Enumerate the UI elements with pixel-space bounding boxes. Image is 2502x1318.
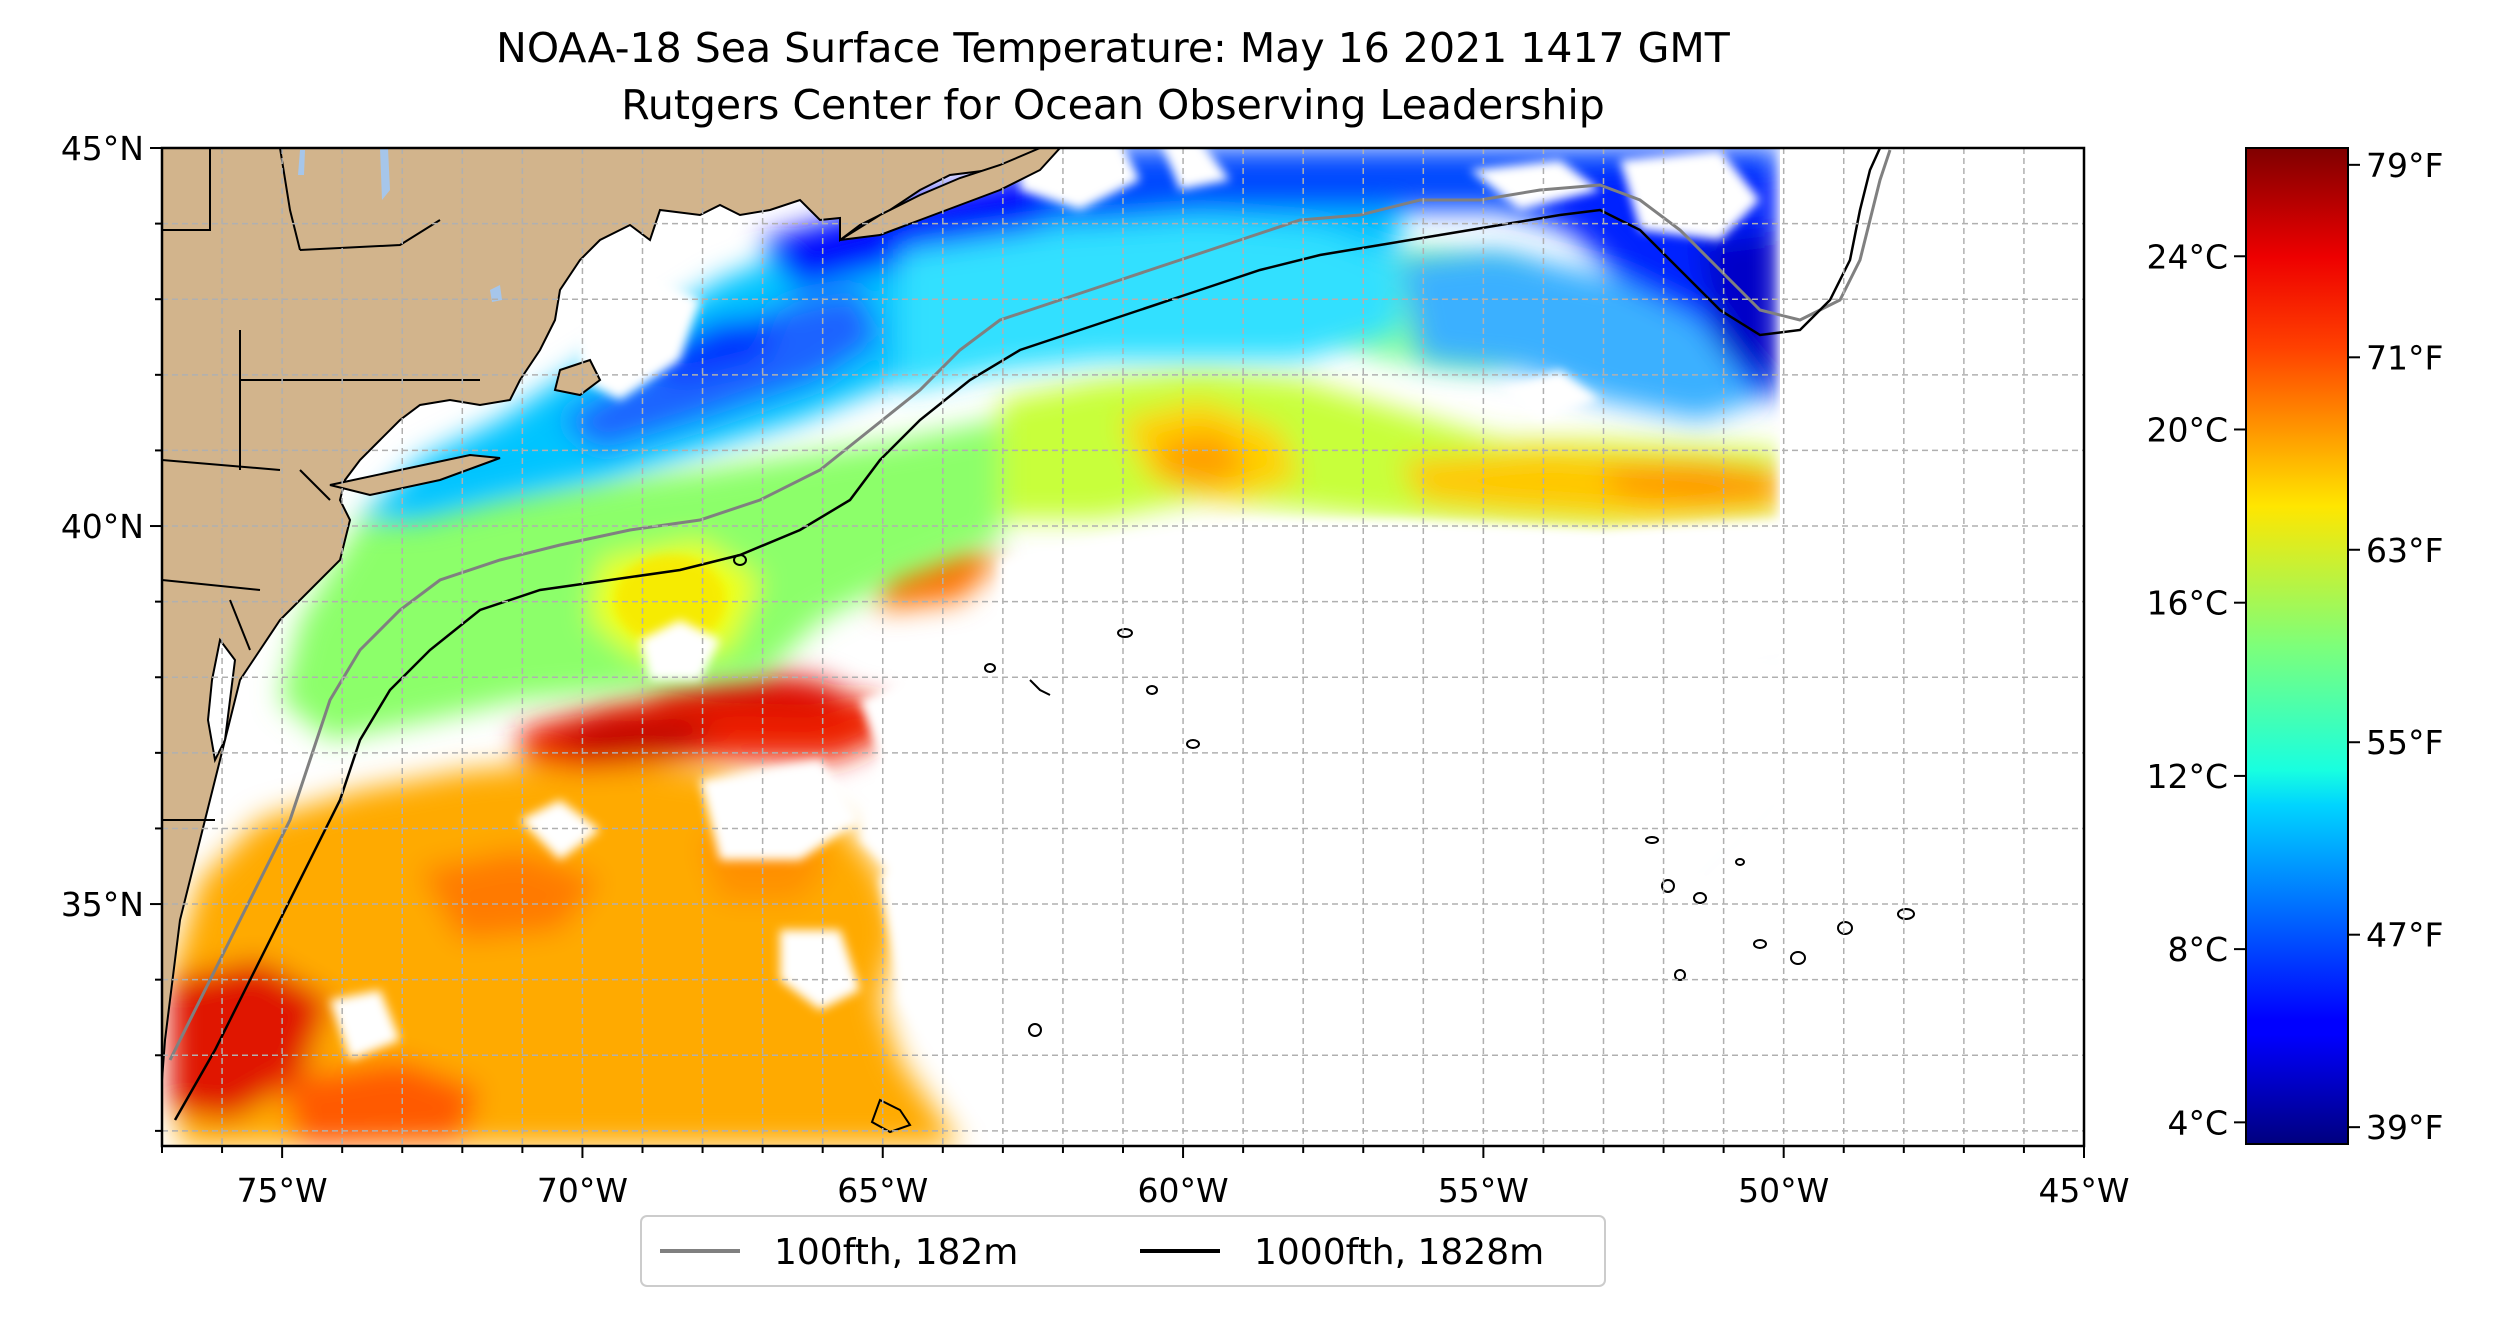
celsius-tick-label: 12°C <box>2146 757 2228 796</box>
nova-scotia <box>839 148 1062 241</box>
celsius-tick-label: 8°C <box>2167 930 2228 969</box>
map-subtitle: Rutgers Center for Ocean Observing Leade… <box>621 81 1605 129</box>
lon-tick-label: 65°W <box>837 1171 928 1210</box>
gridlines <box>162 148 2084 1146</box>
isobath-100fth <box>168 149 1892 1061</box>
colorbar-celsius-axis: 24°C 20°C 16°C 12°C 8°C 4°C <box>2146 237 2246 1142</box>
legend-label-100fth: 100fth, 182m <box>774 1232 1018 1273</box>
bathymetry-legend: 100fth, 182m 1000fth, 1828m <box>640 1215 1606 1287</box>
fahrenheit-tick-label: 71°F <box>2366 338 2443 377</box>
latitude-axis: 45°N 40°N 35°N <box>61 129 162 1132</box>
celsius-tick-label: 20°C <box>2146 410 2228 449</box>
colorbar-fahrenheit-axis: 79°F 71°F 63°F 55°F 47°F 39°F <box>2348 146 2443 1147</box>
isobath-1000fth <box>173 148 1882 1121</box>
celsius-tick-label: 4°C <box>2167 1103 2228 1142</box>
longitude-axis: 75°W 70°W 65°W 60°W 55°W 50°W 45°W <box>161 1146 2130 1210</box>
sst-field <box>162 148 2084 1146</box>
long-island <box>329 453 501 497</box>
map-panel: 45°N 40°N 35°N 75°W 70°W 65°W 60°W 55°W 50°W 45°… <box>61 129 2130 1210</box>
colorbar-gradient <box>2245 147 2349 1145</box>
lat-tick-label: 35°N <box>61 885 144 924</box>
colorbar: 24°C 20°C 16°C 12°C 8°C 4°C 79°F 71°F 63°F 55°F 4… <box>2146 146 2443 1147</box>
map-title: NOAA-18 Sea Surface Temperature: May 16 … <box>496 24 1731 72</box>
no-data-east <box>1780 148 2084 1146</box>
state-borders <box>162 148 480 821</box>
fahrenheit-tick-label: 63°F <box>2366 531 2443 570</box>
seamount-outlines <box>733 554 1915 1134</box>
cape-cod <box>553 358 602 397</box>
lon-tick-label: 60°W <box>1138 1171 1229 1210</box>
celsius-tick-label: 24°C <box>2146 237 2228 276</box>
lon-tick-label: 70°W <box>537 1171 628 1210</box>
lon-tick-label: 45°W <box>2038 1171 2129 1210</box>
lat-tick-label: 40°N <box>61 507 144 546</box>
lon-tick-label: 75°W <box>237 1171 328 1210</box>
fahrenheit-tick-label: 39°F <box>2366 1108 2443 1147</box>
inland-lakes <box>298 148 502 302</box>
fahrenheit-tick-label: 47°F <box>2366 916 2443 955</box>
lon-tick-label: 50°W <box>1738 1171 1829 1210</box>
fahrenheit-tick-label: 79°F <box>2366 146 2443 185</box>
fahrenheit-tick-label: 55°F <box>2366 723 2443 762</box>
lon-tick-label: 55°W <box>1438 1171 1529 1210</box>
lat-tick-label: 45°N <box>61 129 144 168</box>
legend-label-1000fth: 1000fth, 1828m <box>1254 1232 1544 1273</box>
celsius-tick-label: 16°C <box>2146 584 2228 623</box>
legend-box <box>640 1215 1606 1287</box>
